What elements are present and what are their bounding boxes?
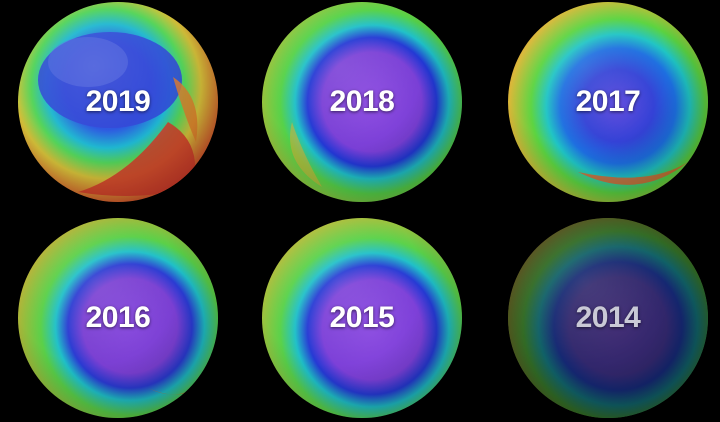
- fade-overlay: [508, 218, 708, 418]
- ozone-map-2017: [508, 2, 708, 202]
- ozone-map-2019: [18, 2, 218, 202]
- globe-2015: 2015: [262, 218, 462, 418]
- globe-2019: 2019: [18, 2, 218, 202]
- ozone-map-2018: [262, 2, 462, 202]
- ozone-map-2015: [262, 218, 462, 418]
- ozone-map-2016: [18, 218, 218, 418]
- globe-2017: 2017: [508, 2, 708, 202]
- year-label-2018: 2018: [329, 85, 395, 118]
- year-label-2015: 2015: [329, 301, 395, 334]
- year-label-2019: 2019: [85, 85, 151, 118]
- year-label-2016: 2016: [85, 301, 151, 334]
- year-label-2017: 2017: [575, 85, 641, 118]
- globe-2014: 2014: [508, 218, 708, 418]
- year-label-2014: 2014: [575, 301, 641, 334]
- ozone-map-2014: [508, 218, 708, 418]
- globe-2018: 2018: [262, 2, 462, 202]
- globe-2016: 2016: [18, 218, 218, 418]
